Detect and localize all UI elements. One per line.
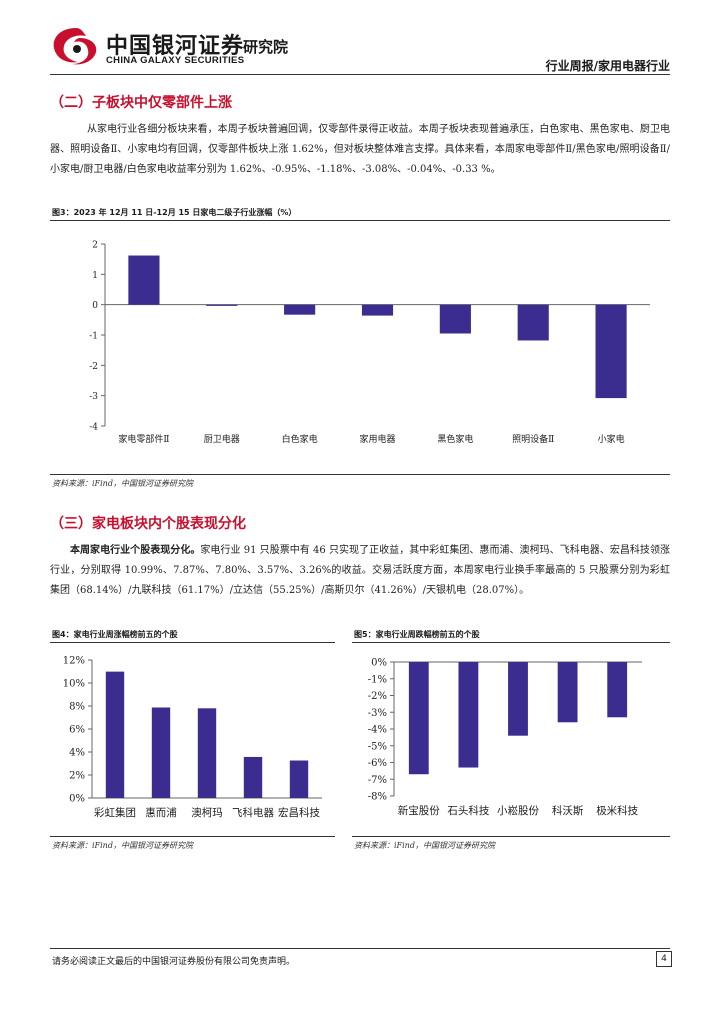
y-tick-label: 2	[92, 241, 98, 251]
y-tick-label: -2	[89, 362, 98, 372]
x-category-label: 家用电器	[359, 433, 395, 445]
y-tick-label: 12%	[63, 656, 85, 667]
y-tick-label: 6%	[69, 725, 85, 736]
page-number: 4	[656, 951, 672, 967]
bar	[151, 707, 171, 798]
x-category-label: 飞科电器	[232, 806, 274, 819]
x-category-label: 小家电	[598, 433, 625, 445]
section-paragraph: 本周家电行业个股表现分化。家电行业 91 只股票中有 46 只实现了正收益，其中…	[50, 541, 670, 601]
y-tick-label: -4%	[368, 725, 387, 736]
y-tick-label: -7%	[368, 775, 387, 786]
bar	[105, 671, 125, 798]
figure-bottom-rule	[50, 474, 670, 475]
x-category-label: 新宝股份	[398, 804, 440, 817]
bar	[289, 760, 309, 798]
section-paragraph: 从家电行业各细分板块来看，本周子板块普遍回调，仅零部件录得正收益。本周子板块表现…	[50, 120, 670, 180]
bar	[284, 304, 316, 315]
figure-top-rule	[50, 220, 670, 221]
y-tick-label: 8%	[69, 702, 85, 713]
figure-source: 资料来源：iFind，中国银河证券研究院	[52, 841, 193, 850]
bar	[439, 304, 471, 334]
x-category-label: 彩虹集团	[94, 806, 136, 819]
x-category-label: 厨卫电器	[204, 433, 240, 445]
x-category-label: 极米科技	[596, 804, 638, 817]
y-tick-label: 2%	[69, 771, 85, 782]
bar	[595, 304, 627, 399]
figure-caption: 图4：家电行业周涨幅榜前五的个股	[52, 630, 178, 639]
bar	[243, 756, 263, 798]
figure-bottom-rule	[50, 836, 335, 837]
x-category-label: 宏昌科技	[278, 806, 320, 819]
bar	[557, 662, 578, 723]
x-category-label: 家电零部件Ⅱ	[118, 433, 169, 445]
footer-divider	[50, 948, 670, 949]
y-tick-label: -4	[89, 423, 98, 433]
y-tick-label: 0	[92, 301, 98, 311]
figure-source: 资料来源：iFind，中国银河证券研究院	[354, 841, 495, 850]
x-category-label: 科沃斯	[552, 804, 584, 817]
logo-chinese-name: 中国银河证券	[106, 34, 245, 59]
y-tick-label: 0%	[371, 658, 387, 669]
y-tick-label: -1	[89, 332, 98, 342]
figure-caption: 图3：2023 年 12月 11 日-12月 15 日家电二级子行业涨幅（%）	[52, 208, 297, 217]
bar	[508, 662, 528, 736]
figure-bottom-rule	[352, 836, 670, 837]
paragraph-text: 家电行业 91 只股票中有 46 只实现了正收益，其中彩虹集团、惠而浦、澳柯玛、…	[50, 545, 670, 596]
bar	[128, 255, 160, 305]
paragraph-text: 从家电行业各细分板块来看，本周子板块普遍回调，仅零部件录得正收益。本周子板块表现…	[50, 124, 670, 175]
bar	[197, 708, 217, 798]
figure-caption: 图5：家电行业周跌幅榜前五的个股	[354, 630, 480, 639]
figure-top-rule	[352, 642, 670, 643]
paragraph-lead: 本周家电行业个股表现分化。	[70, 545, 201, 556]
x-category-label: 照明设备Ⅱ	[512, 433, 554, 445]
y-tick-label: -2%	[368, 691, 387, 702]
bar	[607, 662, 628, 718]
section-title: （二）子板块中仅零部件上涨	[50, 95, 232, 111]
figure-top-rule	[50, 642, 335, 643]
y-tick-label: -6%	[368, 758, 387, 769]
y-tick-label: 10%	[63, 679, 85, 690]
y-tick-label: 4%	[69, 748, 85, 759]
x-category-label: 白色家电	[282, 433, 318, 445]
bar	[361, 304, 394, 316]
x-category-label: 黑色家电	[437, 433, 473, 445]
footer-disclaimer: 请务必阅读正文最后的中国银河证券股份有限公司免责声明。	[52, 957, 296, 967]
y-tick-label: 0%	[69, 794, 85, 805]
y-tick-label: 1	[92, 271, 98, 281]
report-type-header: 行业周报/家用电器行业	[545, 59, 670, 73]
y-tick-label: -3%	[368, 708, 387, 719]
header-divider	[50, 74, 670, 75]
sub-industry-returns-chart: 2 1 0 -1 -2 -3 -4 家电零部件Ⅱ 厨卫电器 白色家电 家用电器 黑色家电 照明设备Ⅱ 小家…	[89, 241, 650, 445]
bar	[408, 662, 429, 775]
x-category-label: 澳柯玛	[191, 806, 223, 819]
section-title: （三）家电板块内个股表现分化	[50, 516, 246, 532]
y-tick-label: -3	[89, 392, 98, 402]
y-tick-label: -5%	[368, 741, 387, 752]
institute-name: 研究院	[243, 38, 289, 56]
bar	[206, 304, 238, 306]
top-losers-chart: 0% -1% -2% -3% -4% -5% -6% -7% -8% 新宝股份 石头科技 小崧股份 科沃…	[368, 658, 642, 817]
x-category-label: 小崧股份	[497, 805, 539, 817]
company-logo	[50, 24, 102, 68]
galaxy-logo-icon	[53, 28, 97, 65]
bar	[458, 662, 479, 768]
x-category-label: 惠而浦	[145, 806, 177, 819]
bar	[517, 304, 549, 341]
top-gainers-chart: 12% 10% 8% 6% 4% 2% 0% 彩虹集团 惠而浦 澳柯玛 飞科电器 宏昌科技	[63, 656, 322, 819]
y-tick-label: -1%	[368, 674, 387, 685]
figure-source: 资料来源：iFind，中国银河证券研究院	[52, 479, 193, 488]
x-category-label: 石头科技	[447, 804, 489, 817]
y-tick-label: -8%	[368, 792, 387, 803]
logo-english-name: CHINA GALAXY SECURITIES	[106, 55, 245, 66]
